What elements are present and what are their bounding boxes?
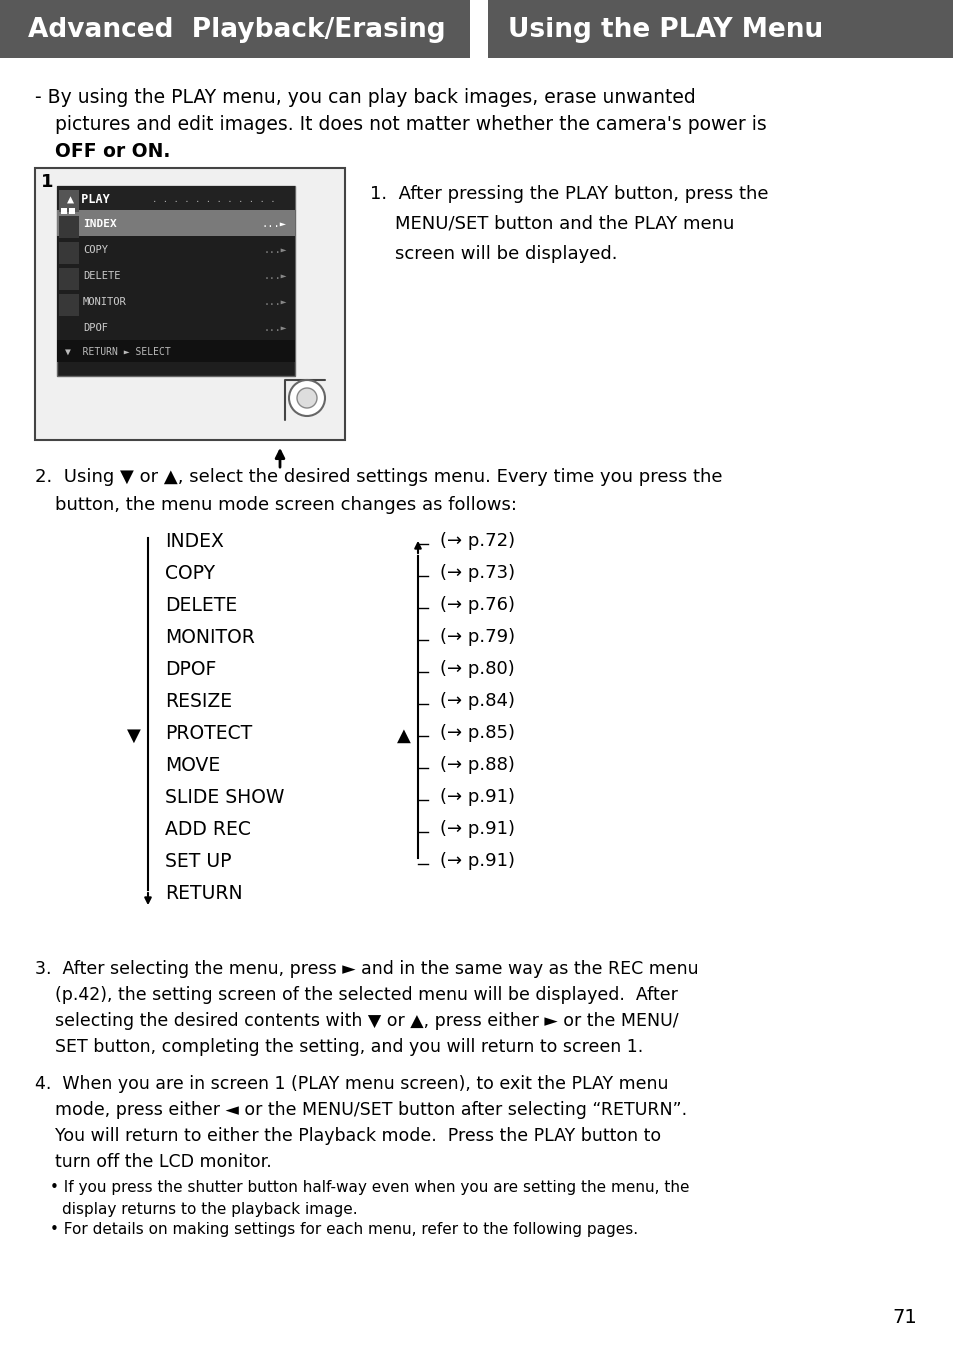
Text: SET UP: SET UP: [165, 851, 232, 872]
Text: . . . . . . . . . . . .: . . . . . . . . . . . .: [152, 195, 275, 203]
Bar: [57, 262, 294, 288]
Text: MENU/SET button and the PLAY menu: MENU/SET button and the PLAY menu: [395, 215, 734, 233]
Bar: [57, 210, 294, 235]
Text: (→ p.84): (→ p.84): [439, 691, 515, 710]
Bar: [57, 340, 294, 362]
Text: ...►: ...►: [263, 245, 287, 256]
Bar: [57, 186, 294, 210]
Text: (→ p.73): (→ p.73): [439, 564, 515, 582]
Text: (→ p.72): (→ p.72): [439, 533, 515, 550]
Text: COPY: COPY: [83, 245, 108, 256]
Text: ...►: ...►: [263, 270, 287, 281]
Text: COPY: COPY: [165, 564, 214, 582]
Text: SLIDE SHOW: SLIDE SHOW: [165, 788, 284, 807]
Text: (→ p.91): (→ p.91): [439, 820, 515, 838]
Text: PROTECT: PROTECT: [165, 724, 252, 742]
Text: DPOF: DPOF: [83, 323, 108, 334]
Circle shape: [296, 387, 316, 408]
Text: DELETE: DELETE: [83, 270, 120, 281]
Text: DPOF: DPOF: [165, 660, 216, 679]
Text: screen will be displayed.: screen will be displayed.: [395, 245, 617, 264]
Text: 1: 1: [41, 174, 53, 191]
Text: (→ p.80): (→ p.80): [439, 660, 515, 678]
Text: You will return to either the Playback mode.  Press the PLAY button to: You will return to either the Playback m…: [55, 1127, 660, 1145]
Text: Using the PLAY Menu: Using the PLAY Menu: [507, 17, 822, 43]
Bar: [59, 217, 79, 238]
Text: MOVE: MOVE: [165, 756, 220, 775]
Text: ...►: ...►: [263, 323, 287, 334]
Text: 2.  Using ▼ or ▲, select the desired settings menu. Every time you press the: 2. Using ▼ or ▲, select the desired sett…: [35, 468, 721, 486]
Circle shape: [289, 381, 325, 416]
Text: - By using the PLAY menu, you can play back images, erase unwanted: - By using the PLAY menu, you can play b…: [35, 87, 695, 108]
Text: pictures and edit images. It does not matter whether the camera's power is: pictures and edit images. It does not ma…: [55, 116, 766, 134]
Text: MONITOR: MONITOR: [165, 628, 254, 647]
Bar: [61, 217, 67, 222]
Text: • For details on making settings for each menu, refer to the following pages.: • For details on making settings for eac…: [50, 1223, 638, 1237]
Text: RESIZE: RESIZE: [165, 691, 232, 712]
Text: (→ p.91): (→ p.91): [439, 851, 515, 870]
Text: (→ p.88): (→ p.88): [439, 756, 515, 773]
Text: ▼  RETURN ► SELECT: ▼ RETURN ► SELECT: [65, 347, 171, 356]
Text: ...►: ...►: [263, 297, 287, 307]
Bar: [61, 208, 67, 214]
Text: ADD REC: ADD REC: [165, 820, 251, 839]
Bar: [35, 168, 345, 440]
Bar: [488, 0, 953, 58]
Text: 1.  After pressing the PLAY button, press the: 1. After pressing the PLAY button, press…: [370, 186, 768, 203]
Text: RETURN: RETURN: [165, 884, 242, 902]
Text: 4.  When you are in screen 1 (PLAY menu screen), to exit the PLAY menu: 4. When you are in screen 1 (PLAY menu s…: [35, 1075, 668, 1093]
Bar: [69, 208, 75, 214]
Text: (→ p.79): (→ p.79): [439, 628, 515, 646]
Bar: [57, 288, 294, 313]
Text: • If you press the shutter button half-way even when you are setting the menu, t: • If you press the shutter button half-w…: [50, 1180, 689, 1194]
Text: 71: 71: [892, 1307, 917, 1328]
Bar: [59, 268, 79, 291]
Text: ▲: ▲: [396, 728, 411, 745]
Bar: [69, 217, 75, 222]
Bar: [57, 186, 294, 377]
Text: MONITOR: MONITOR: [83, 297, 127, 307]
Text: Advanced  Playback/Erasing: Advanced Playback/Erasing: [28, 17, 445, 43]
Text: (p.42), the setting screen of the selected menu will be displayed.  After: (p.42), the setting screen of the select…: [55, 986, 678, 1003]
Text: 3.  After selecting the menu, press ► and in the same way as the REC menu: 3. After selecting the menu, press ► and…: [35, 960, 698, 978]
Bar: [57, 235, 294, 262]
Text: SET button, completing the setting, and you will return to screen 1.: SET button, completing the setting, and …: [55, 1038, 642, 1056]
Bar: [59, 295, 79, 316]
Bar: [59, 242, 79, 264]
Text: turn off the LCD monitor.: turn off the LCD monitor.: [55, 1153, 272, 1171]
Text: selecting the desired contents with ▼ or ▲, press either ► or the MENU/: selecting the desired contents with ▼ or…: [55, 1011, 678, 1030]
Text: ▼: ▼: [127, 728, 141, 745]
Text: display returns to the playback image.: display returns to the playback image.: [62, 1202, 357, 1217]
Text: button, the menu mode screen changes as follows:: button, the menu mode screen changes as …: [55, 496, 517, 514]
Text: ...►: ...►: [262, 219, 287, 229]
Bar: [0, 0, 470, 58]
Text: OFF or ON.: OFF or ON.: [55, 143, 171, 161]
Text: (→ p.76): (→ p.76): [439, 596, 515, 615]
Text: ▲ PLAY: ▲ PLAY: [67, 192, 110, 206]
Text: INDEX: INDEX: [165, 533, 224, 551]
Text: mode, press either ◄ or the MENU/SET button after selecting “RETURN”.: mode, press either ◄ or the MENU/SET but…: [55, 1102, 686, 1119]
Text: (→ p.91): (→ p.91): [439, 788, 515, 806]
Text: INDEX: INDEX: [83, 219, 116, 229]
Bar: [57, 313, 294, 340]
Bar: [59, 190, 79, 213]
Text: DELETE: DELETE: [165, 596, 237, 615]
Text: (→ p.85): (→ p.85): [439, 724, 515, 742]
